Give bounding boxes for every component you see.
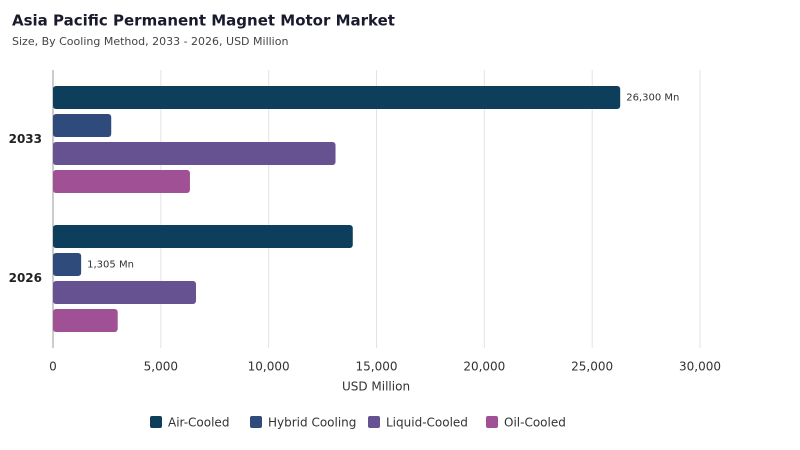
x-tick-label: 15,000 — [356, 360, 398, 374]
bar — [53, 225, 353, 248]
x-tick-label: 30,000 — [679, 360, 721, 374]
bar — [53, 253, 82, 276]
x-axis-label: USD Million — [342, 380, 410, 394]
legend-label: Oil-Cooled — [504, 416, 566, 430]
x-tick-label: 5,000 — [144, 360, 178, 374]
legend-swatch — [368, 416, 380, 428]
x-tick-label: 10,000 — [248, 360, 290, 374]
legend-label: Liquid-Cooled — [386, 416, 468, 430]
y-tick-label: 2033 — [9, 132, 42, 146]
y-tick-label: 2026 — [9, 271, 42, 285]
chart-title: Asia Pacific Permanent Magnet Motor Mark… — [12, 12, 395, 30]
bar — [53, 142, 336, 165]
bar — [53, 114, 112, 137]
chart-subtitle: Size, By Cooling Method, 2033 - 2026, US… — [12, 35, 288, 48]
bar — [53, 170, 190, 193]
x-tick-label: 25,000 — [571, 360, 613, 374]
bar — [53, 309, 118, 332]
legend-swatch — [150, 416, 162, 428]
x-tick-label: 0 — [49, 360, 57, 374]
legend-swatch — [250, 416, 262, 428]
value-label: 26,300 Mn — [626, 93, 679, 104]
legend-label: Hybrid Cooling — [268, 416, 356, 430]
x-tick-label: 20,000 — [463, 360, 505, 374]
legend-swatch — [486, 416, 498, 428]
legend-label: Air-Cooled — [168, 416, 229, 430]
value-label: 1,305 Mn — [87, 260, 134, 271]
bar — [53, 281, 196, 304]
bar — [53, 86, 621, 109]
